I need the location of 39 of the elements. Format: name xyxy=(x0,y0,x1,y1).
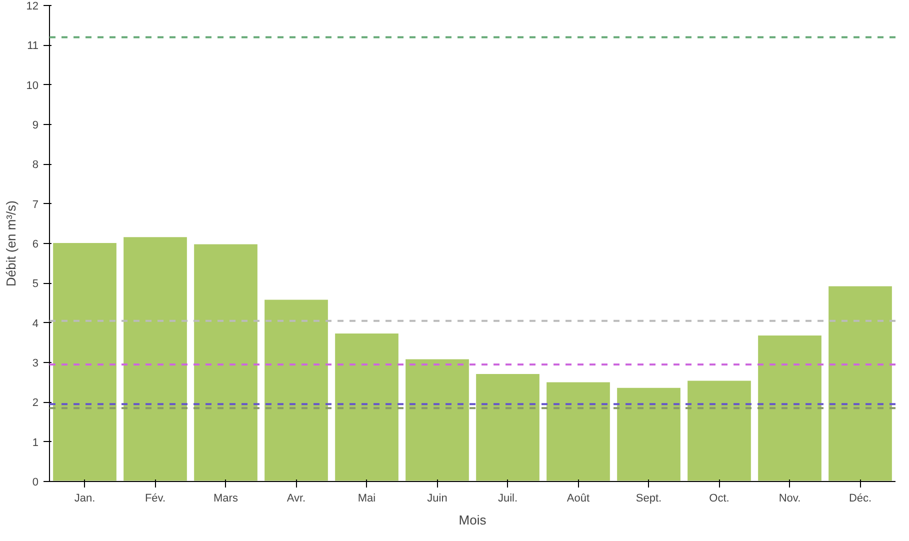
y-tick-label: 6 xyxy=(32,238,39,250)
bar xyxy=(827,284,894,482)
y-tick-label: 1 xyxy=(32,436,39,449)
y-axis-title: Débit (en m³/s) xyxy=(3,200,18,286)
x-tick-label: Nov. xyxy=(778,492,801,504)
y-tick-label: 11 xyxy=(27,40,39,52)
y-tick-label: 12 xyxy=(26,0,39,12)
y-tick-label: 3 xyxy=(32,358,39,370)
bar xyxy=(122,236,188,482)
bar xyxy=(334,332,400,482)
y-tick-label: 5 xyxy=(32,278,39,290)
bar xyxy=(192,242,259,482)
x-tick-label: Avr. xyxy=(286,492,306,504)
bar xyxy=(404,358,470,482)
bar xyxy=(756,334,823,482)
x-tick-label: Oct. xyxy=(709,492,730,504)
bar xyxy=(686,379,752,482)
x-tick-label: Juil. xyxy=(498,492,518,504)
bar xyxy=(474,372,541,482)
x-axis-title: Mois xyxy=(458,512,487,528)
x-tick-label: Jan. xyxy=(74,492,96,504)
y-tick-label: 10 xyxy=(26,80,39,92)
x-tick-label: Sept. xyxy=(636,492,662,504)
bar xyxy=(616,386,682,482)
x-tick-label: Fév. xyxy=(144,492,166,504)
x-tick-label: Août xyxy=(566,492,590,504)
x-tick-label: Juin xyxy=(427,492,448,504)
y-tick-label: 4 xyxy=(32,318,39,330)
x-tick-label: Mars xyxy=(214,492,238,504)
y-tick-label: 9 xyxy=(32,120,39,132)
y-tick-label: 7 xyxy=(32,198,39,211)
bar xyxy=(263,298,330,482)
bar xyxy=(545,380,612,482)
y-tick-label: 2 xyxy=(32,397,39,410)
y-tick-label: 0 xyxy=(32,476,39,488)
y-tick-label: 8 xyxy=(32,159,39,172)
x-tick-label: Mai xyxy=(358,492,376,504)
bar xyxy=(52,242,118,482)
x-tick-label: Déc. xyxy=(848,492,872,504)
